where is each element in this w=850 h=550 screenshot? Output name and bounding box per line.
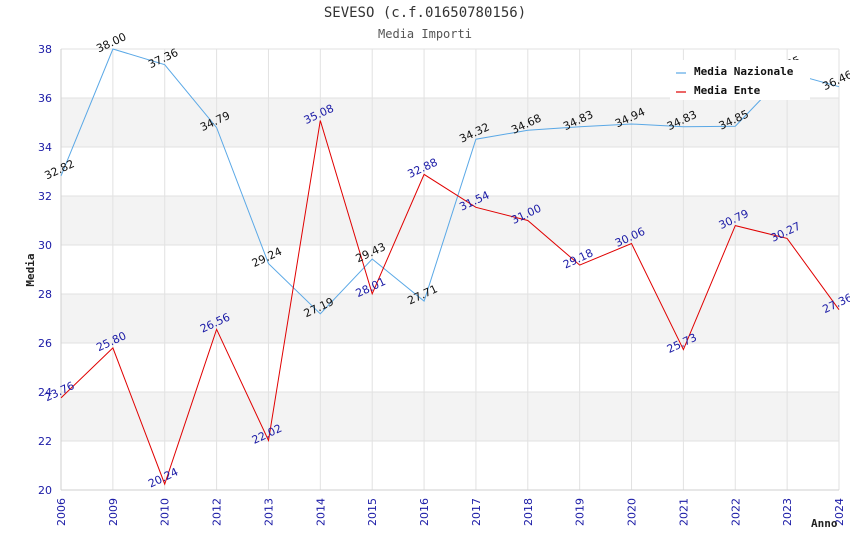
y-tick-label: 38	[38, 43, 52, 56]
grid-band	[61, 245, 839, 294]
series-line-media-ente	[60, 120, 840, 486]
grid-band	[61, 294, 839, 343]
grid-band	[61, 147, 839, 196]
x-tick-label: 2024	[833, 498, 846, 526]
y-tick-label: 22	[38, 435, 52, 448]
x-tick-label: 2018	[522, 498, 535, 526]
x-tick-label: 2013	[262, 498, 275, 526]
legend-label-media-nazionale: Media Nazionale	[694, 65, 794, 78]
series-lines	[60, 48, 840, 486]
y-tick-label: 24	[38, 386, 52, 399]
x-tick-label: 2022	[729, 498, 742, 526]
x-tick-label: 2019	[574, 498, 587, 526]
x-tick-label: 2012	[211, 498, 224, 526]
y-tick-label: 36	[38, 92, 52, 105]
y-tick-label: 26	[38, 337, 52, 350]
x-tick-label: 2023	[781, 498, 794, 526]
y-axis-title: Media	[24, 253, 37, 286]
axes	[60, 49, 839, 491]
x-tick-label: 2014	[314, 498, 327, 526]
x-tick-label: 2006	[55, 498, 68, 526]
grid-band	[61, 392, 839, 441]
y-tick-label: 32	[38, 190, 52, 203]
legend-background	[670, 60, 810, 100]
x-tick-label: 2021	[677, 498, 690, 526]
grid-band	[61, 98, 839, 147]
y-tick-label: 28	[38, 288, 52, 301]
legend: Media Nazionale Media Ente	[670, 60, 810, 100]
y-tick-label: 34	[38, 141, 52, 154]
grid-band	[61, 343, 839, 392]
legend-label-media-ente: Media Ente	[694, 84, 761, 97]
series-line-media-nazionale	[60, 48, 840, 315]
x-tick-label: 2010	[159, 498, 172, 526]
y-tick-label: 30	[38, 239, 52, 252]
y-tick-label: 20	[38, 484, 52, 497]
x-tick-label: 2017	[470, 498, 483, 526]
grid-band	[61, 441, 839, 490]
chart-title: SEVESO (c.f.01650780156)	[323, 5, 527, 21]
x-tick-label: 2009	[107, 498, 120, 526]
x-tick-label: 2016	[418, 498, 431, 526]
x-tick-label: 2020	[626, 498, 639, 526]
x-axis-title: Anno	[811, 517, 838, 530]
x-tick-label: 2015	[366, 498, 379, 526]
chart-subtitle: Media Importi	[378, 27, 472, 41]
grid-bands	[61, 49, 839, 490]
